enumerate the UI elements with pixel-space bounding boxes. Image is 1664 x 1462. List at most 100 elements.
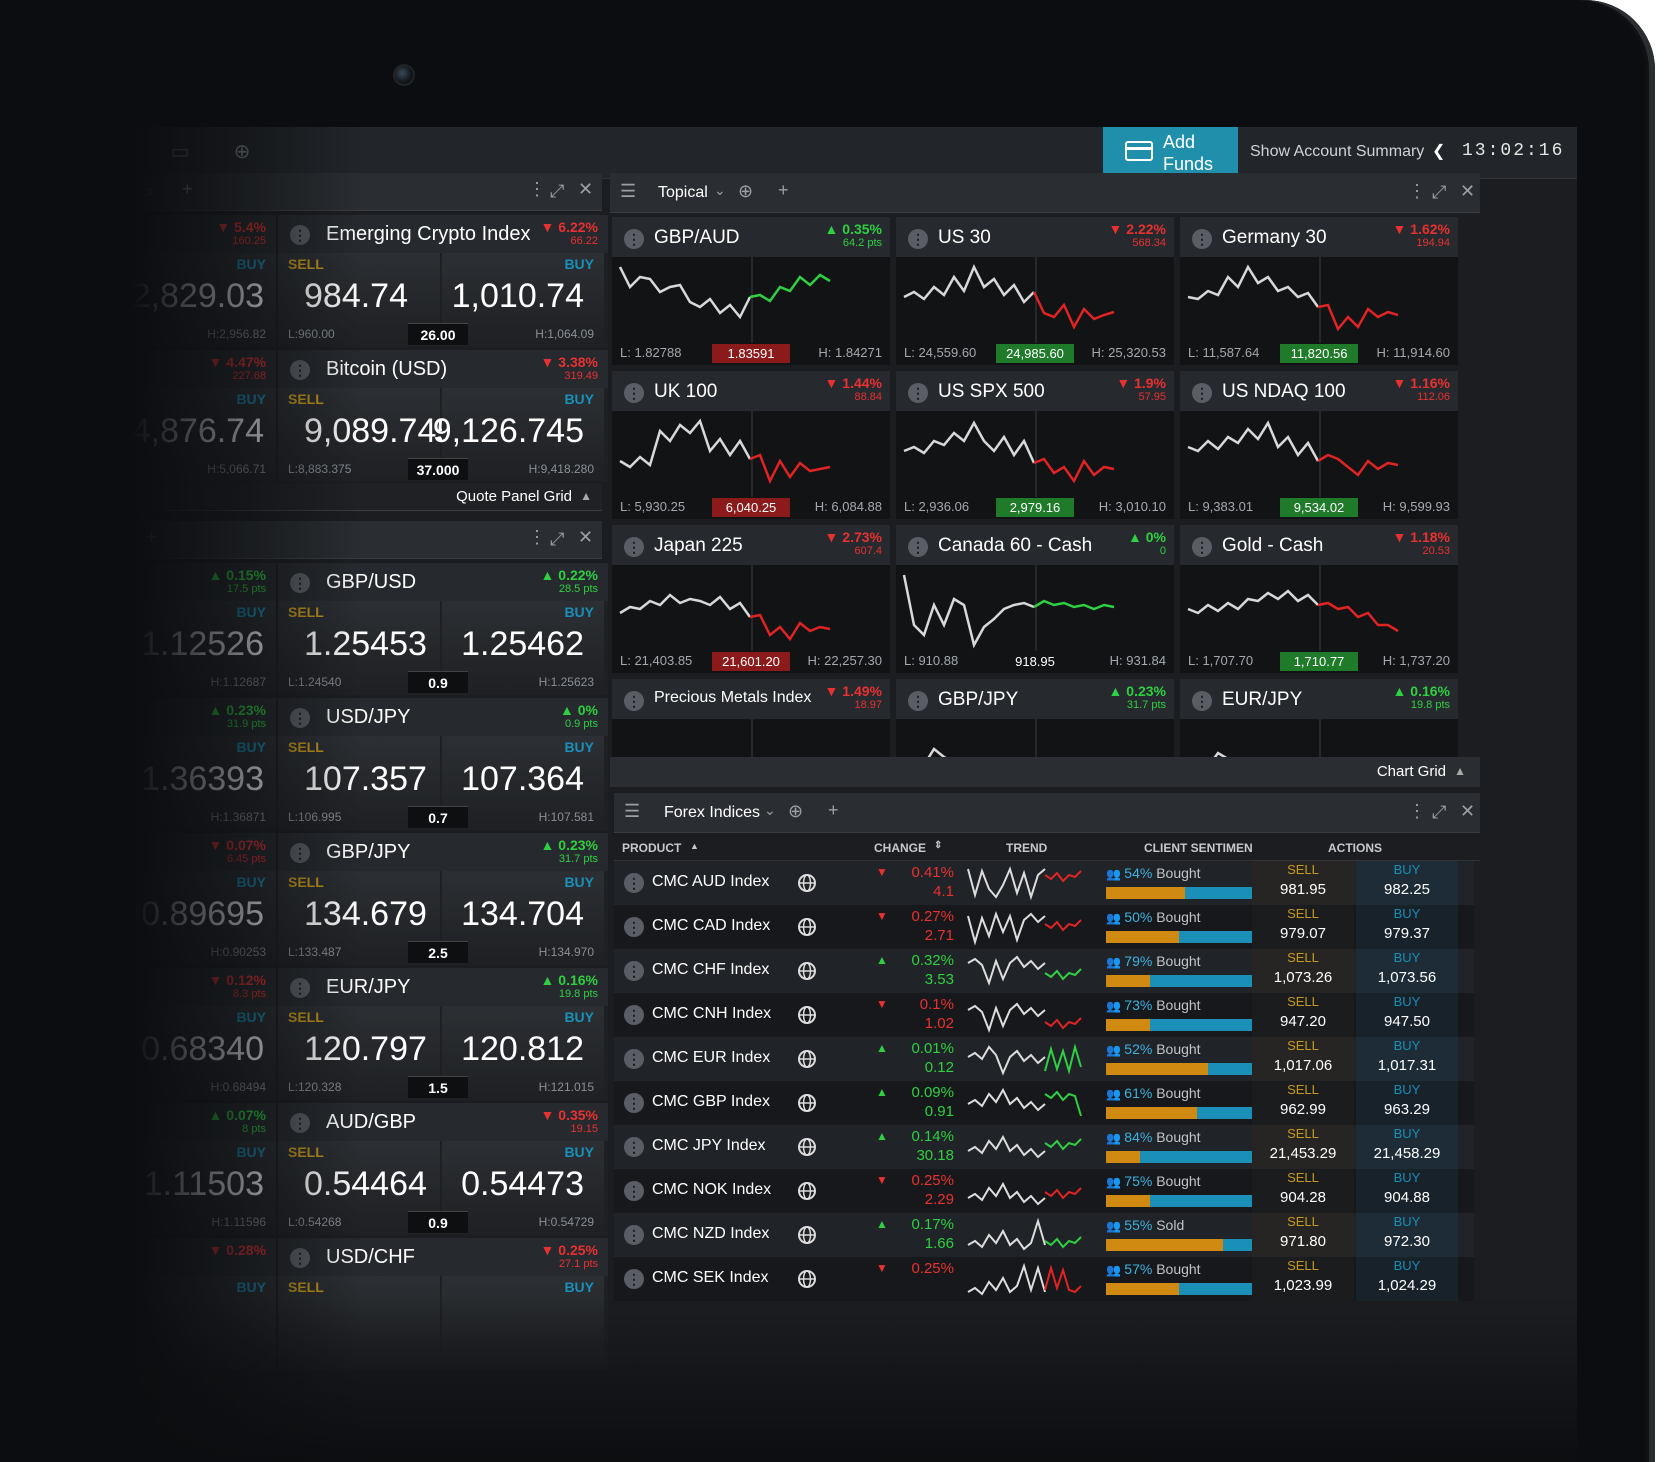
close-icon[interactable]: ✕: [1460, 801, 1476, 821]
info-icon[interactable]: ⋮: [624, 1005, 644, 1025]
chart-tile[interactable]: ⋮ EUR/JPY ▲ 0.16% 19.8 pts: [1180, 679, 1458, 757]
globe-icon[interactable]: [796, 1004, 818, 1026]
buy-button[interactable]: BUY 9,126.745 H:9,418.280: [433, 388, 604, 482]
sell-button[interactable]: SELL 981.95: [1252, 861, 1354, 905]
info-icon[interactable]: ⋮: [1192, 229, 1212, 249]
globe-icon[interactable]: [796, 1136, 818, 1158]
info-icon[interactable]: ⋮: [290, 360, 310, 380]
sort-icon[interactable]: ⇕: [934, 840, 943, 851]
quote-tile[interactable]: ⋮ Bitcoin (USD) ▼ 3.38% 319.49 SELL 9,089.745…: [278, 350, 608, 482]
drag-handle-icon[interactable]: ⋮: [1408, 181, 1426, 201]
quote-tile[interactable]: ⋮ Emerging Crypto Index ▼ 6.22% 66.22 SELL 98…: [278, 215, 608, 347]
quote-tile[interactable]: ⋮ AUD/GBP ▼ 0.35% 19.15 SELL 0.54464 L:0.54268…: [278, 1103, 608, 1235]
sort-asc-icon[interactable]: ▲: [690, 841, 699, 851]
forex-indices-tab[interactable]: Forex Indices: [664, 804, 761, 821]
info-icon[interactable]: ⋮: [624, 1137, 644, 1157]
buy-button[interactable]: BUY 134.704 H:134.970: [442, 871, 604, 965]
buy-button[interactable]: BUY 1,010.74 H:1,064.09: [442, 253, 604, 347]
globe-icon[interactable]: [796, 1180, 818, 1202]
sell-button[interactable]: SELL 1,023.99: [1252, 1257, 1354, 1301]
buy-button[interactable]: BUY 21,458.29: [1356, 1125, 1458, 1169]
globe-icon[interactable]: [796, 916, 818, 938]
quote-tile[interactable]: ▲ 0.23% 31.9 pts BUY 1.36393 H:1.36871: [132, 698, 276, 830]
drag-handle-icon[interactable]: ⋮: [528, 179, 546, 199]
buy-button[interactable]: BUY 947.50: [1356, 993, 1458, 1037]
buy-button[interactable]: BUY 0.54473 H:0.54729: [442, 1141, 604, 1235]
info-icon[interactable]: ⋮: [908, 537, 928, 557]
buy-button[interactable]: BUY 0.68340 H:0.68494: [132, 1006, 276, 1100]
quote-tile[interactable]: ▼ 5.4% 160.25 BUY 2,829.03 H:2,956.82: [132, 215, 276, 347]
globe-icon[interactable]: [796, 1092, 818, 1114]
table-row[interactable]: ⋮ CMC SEK Index ▼ 0.25% 👥 57% Bought SELL 1,02…: [614, 1257, 1474, 1301]
buy-button[interactable]: BUY 1,017.31: [1356, 1037, 1458, 1081]
buy-button[interactable]: BUY 2,829.03 H:2,956.82: [132, 253, 276, 347]
chart-tile[interactable]: ⋮ Gold - Cash ▼ 1.18% 20.53 L: 1,707.70 1,710…: [1180, 525, 1458, 673]
chevron-down-icon[interactable]: ⌄: [714, 182, 726, 198]
info-icon[interactable]: ⋮: [290, 225, 310, 245]
buy-button[interactable]: BUY 904.88: [1356, 1169, 1458, 1213]
info-icon[interactable]: ⋮: [624, 229, 644, 249]
info-icon[interactable]: ⋮: [624, 873, 644, 893]
buy-button[interactable]: BUY 107.364 H:107.581: [442, 736, 604, 830]
quote-tile[interactable]: ⋮ GBP/USD ▲ 0.22% 28.5 pts SELL 1.25453 L:1.24…: [278, 563, 608, 695]
quote-tile[interactable]: ▲ 0.15% 17.5 pts BUY 1.12526 H:1.12687: [132, 563, 276, 695]
table-row[interactable]: ⋮ CMC CNH Index ▼ 0.1% 1.02 👥 73% Bought SELL 9…: [614, 993, 1474, 1037]
info-icon[interactable]: ⋮: [290, 1113, 310, 1133]
info-icon[interactable]: ⋮: [624, 1093, 644, 1113]
menu-icon[interactable]: ☰: [620, 181, 637, 201]
table-row[interactable]: ⋮ CMC AUD Index ▼ 0.41% 4.1 👥 54% Bought SELL 9…: [614, 861, 1474, 905]
chart-tile[interactable]: ⋮ GBP/AUD ▲ 0.35% 64.2 pts L: 1.82788 1.83591…: [612, 217, 890, 365]
table-row[interactable]: ⋮ CMC NOK Index ▼ 0.25% 2.29 👥 75% Bought SELL…: [614, 1169, 1474, 1213]
chevron-down-icon[interactable]: ⌄: [764, 802, 776, 818]
col-trend[interactable]: TREND: [1006, 841, 1048, 855]
sell-button[interactable]: SELL 1,017.06: [1252, 1037, 1354, 1081]
col-sentiment[interactable]: CLIENT SENTIMEN: [1144, 841, 1253, 855]
zoom-in-icon[interactable]: ⊕: [738, 181, 754, 201]
sell-button[interactable]: SELL 979.07: [1252, 905, 1354, 949]
chart-grid-label[interactable]: Chart Grid: [1376, 763, 1446, 780]
sell-button[interactable]: SELL 21,453.29: [1252, 1125, 1354, 1169]
quote-tile[interactable]: ⋮ USD/CHF ▼ 0.25% 27.1 pts SELL BUY: [278, 1238, 608, 1370]
info-icon[interactable]: ⋮: [290, 708, 310, 728]
buy-button[interactable]: BUY 1,073.56: [1356, 949, 1458, 993]
add-device-icon[interactable]: ⊕: [233, 141, 251, 163]
quote-tile[interactable]: ▲ 0.07% 8 pts BUY 1.11503 H:1.11596: [132, 1103, 276, 1235]
buy-button[interactable]: BUY 120.812 H:121.015: [442, 1006, 604, 1100]
info-icon[interactable]: ⋮: [624, 1269, 644, 1289]
info-icon[interactable]: ⋮: [624, 537, 644, 557]
info-icon[interactable]: ⋮: [624, 917, 644, 937]
info-icon[interactable]: ⋮: [1192, 537, 1212, 557]
expand-icon[interactable]: ⤢: [550, 529, 565, 549]
quote-tile[interactable]: ⋮ GBP/JPY ▲ 0.23% 31.7 pts SELL 134.679 L:133.…: [278, 833, 608, 965]
buy-button[interactable]: BUY 1.36393 H:1.36871: [132, 736, 276, 830]
caret-up-icon[interactable]: ▲: [580, 489, 592, 503]
table-row[interactable]: ⋮ CMC CHF Index ▲ 0.32% 3.53 👥 79% Bought SELL…: [614, 949, 1474, 993]
add-tab-icon[interactable]: +: [828, 800, 839, 820]
info-icon[interactable]: ⋮: [290, 978, 310, 998]
info-icon[interactable]: ⋮: [624, 691, 644, 711]
col-change[interactable]: CHANGE: [874, 841, 927, 855]
expand-icon[interactable]: ⤢: [1432, 802, 1447, 822]
buy-button[interactable]: BUY 1.11503 H:1.11596: [132, 1141, 276, 1235]
sell-button[interactable]: SELL 962.99: [1252, 1081, 1354, 1125]
buy-button[interactable]: BUY 972.30: [1356, 1213, 1458, 1257]
close-icon[interactable]: ✕: [1460, 181, 1476, 201]
info-icon[interactable]: ⋮: [908, 691, 928, 711]
buy-button[interactable]: BUY 979.37: [1356, 905, 1458, 949]
buy-button[interactable]: BUY 1.25462 H:1.25623: [442, 601, 604, 695]
sell-button[interactable]: SELL: [278, 1276, 440, 1370]
expand-icon[interactable]: ⤢: [1432, 182, 1447, 202]
chart-tile[interactable]: ⋮ US SPX 500 ▼ 1.9% 57.95 L: 2,936.06 2,979.1…: [896, 371, 1174, 519]
expand-icon[interactable]: ⤢: [550, 181, 565, 201]
chart-tile[interactable]: ⋮ Germany 30 ▼ 1.62% 194.94 L: 11,587.64 11,8…: [1180, 217, 1458, 365]
info-icon[interactable]: ⋮: [290, 843, 310, 863]
sell-button[interactable]: SELL 1,073.26: [1252, 949, 1354, 993]
info-icon[interactable]: ⋮: [624, 383, 644, 403]
buy-button[interactable]: BUY 1,024.29: [1356, 1257, 1458, 1301]
globe-icon[interactable]: [796, 1224, 818, 1246]
buy-button[interactable]: BUY 982.25: [1356, 861, 1458, 905]
chart-tile[interactable]: ⋮ GBP/JPY ▲ 0.23% 31.7 pts: [896, 679, 1174, 757]
menu-icon[interactable]: ☰: [624, 801, 641, 821]
sell-button[interactable]: SELL 947.20: [1252, 993, 1354, 1037]
chevron-left-icon[interactable]: ❮: [1432, 143, 1446, 160]
